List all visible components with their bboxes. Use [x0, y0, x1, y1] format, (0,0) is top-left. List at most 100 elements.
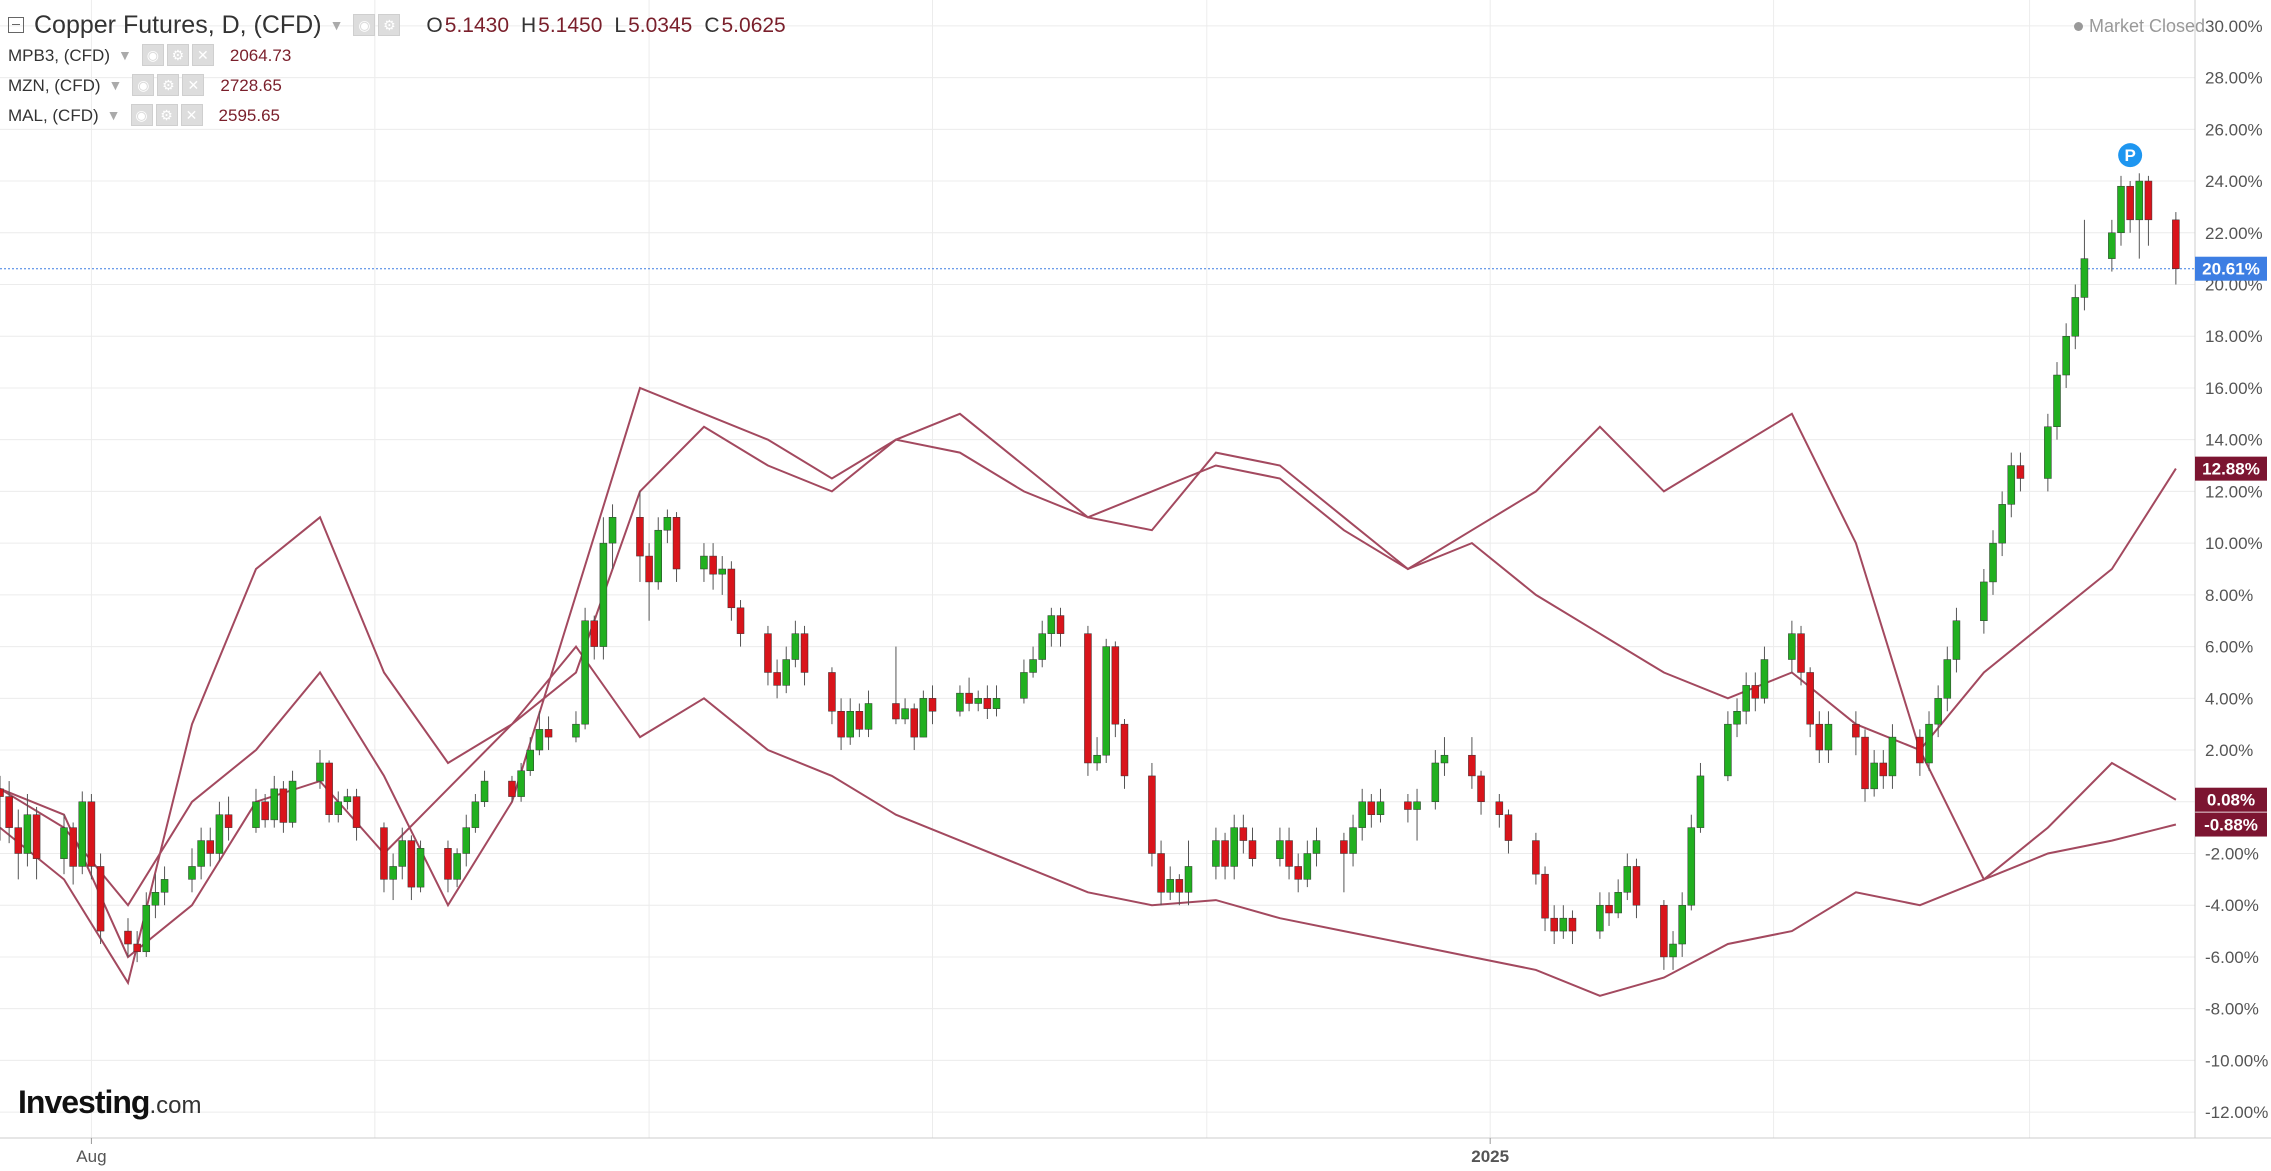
visibility-icon[interactable]: ◉ [132, 74, 155, 96]
close-icon[interactable]: ✕ [182, 74, 205, 96]
visibility-icon[interactable]: ◉ [353, 14, 376, 36]
close-icon[interactable]: ✕ [191, 44, 214, 66]
candle-body [133, 943, 141, 953]
settings-icon[interactable]: ⚙ [157, 74, 180, 96]
candle-body [910, 708, 918, 738]
y-tick-label: -8.00% [2205, 1000, 2259, 1019]
candle-body [508, 780, 516, 797]
candle-body [69, 827, 77, 867]
candle-body [1294, 866, 1302, 880]
event-marker[interactable]: P [2118, 143, 2143, 168]
candle-body [325, 762, 333, 815]
candle-body [398, 840, 407, 867]
chevron-down-icon[interactable]: ▼ [108, 77, 123, 93]
settings-icon[interactable]: ⚙ [155, 104, 178, 126]
compare-series-row-mal: MAL, (CFD) ▼ ◉ ⚙ ✕ 2595.65 [8, 100, 786, 130]
y-tick-label: 16.00% [2205, 379, 2263, 398]
candle-body [773, 672, 781, 686]
visibility-icon[interactable]: ◉ [141, 44, 164, 66]
candle-body [1349, 827, 1357, 854]
y-tick-label: -2.00% [2205, 845, 2259, 864]
candle-body [1550, 917, 1558, 932]
last-value-badge [2195, 256, 2267, 281]
chevron-down-icon[interactable]: ▼ [118, 47, 132, 63]
candle-body [1788, 633, 1796, 660]
x-tick-label: Aug [76, 1147, 106, 1166]
candle-body [1614, 892, 1622, 914]
last-value-label: 12.88% [2202, 460, 2260, 479]
candle-body [764, 633, 772, 673]
y-tick-label: 22.00% [2205, 224, 2263, 243]
candle-body [151, 892, 160, 906]
candle-body [1760, 659, 1769, 699]
candle-body [1413, 801, 1421, 810]
candle-body [654, 529, 662, 583]
last-value-badge [2195, 456, 2267, 481]
candle-body [1157, 853, 1165, 893]
candle-body [2126, 185, 2134, 221]
candle-body [1276, 840, 1284, 859]
last-value-badge [2195, 812, 2267, 837]
candle-body [352, 796, 361, 828]
chevron-down-icon[interactable]: ▼ [329, 17, 344, 33]
candle-body [700, 555, 708, 570]
candle-body [800, 633, 809, 673]
candle-body [517, 770, 525, 797]
compare-series-value: 2728.65 [220, 75, 282, 95]
y-tick-label: -6.00% [2205, 948, 2259, 967]
candle-body [188, 866, 196, 880]
last-value-label: 0.08% [2207, 791, 2255, 810]
candle-body [1148, 775, 1156, 854]
candle-body [1047, 615, 1056, 634]
last-value-label: -0.88% [2204, 816, 2258, 835]
candle-body [1020, 672, 1028, 699]
y-tick-label: -4.00% [2205, 896, 2259, 915]
last-value-label: 20.61% [2202, 260, 2260, 279]
candle-body [142, 904, 151, 953]
compare-series-label: MPB3, (CFD) [8, 45, 110, 65]
candle-body [1102, 646, 1110, 756]
chart-legend: Copper Futures, D, (CFD) ▼ ◉ ⚙ O 5.1430 … [8, 10, 786, 130]
candle-body [2080, 258, 2089, 298]
candle-body [2062, 335, 2070, 376]
collapse-icon[interactable] [8, 17, 24, 33]
candle-body [1175, 879, 1184, 893]
candle-body [197, 840, 205, 867]
candle-body [1212, 840, 1220, 867]
candle-body [956, 692, 964, 712]
candle-body [736, 607, 745, 634]
candle-body [389, 866, 397, 880]
candle-body [1623, 866, 1632, 893]
candle-body [1751, 685, 1760, 699]
settings-icon[interactable]: ⚙ [166, 44, 189, 66]
candle-body [1184, 866, 1193, 893]
market-status-text: Market Closed [2088, 16, 2205, 36]
last-value-badge [2195, 787, 2267, 812]
candle-body [672, 517, 681, 570]
settings-icon[interactable]: ⚙ [378, 14, 401, 36]
series-line [0, 386, 2177, 908]
ohlc-high-value: 5.1450 [538, 13, 603, 37]
candle-body [453, 853, 461, 880]
compare-series-value: 2064.73 [229, 45, 292, 65]
chevron-down-icon[interactable]: ▼ [106, 107, 121, 123]
candle-body [1797, 633, 1805, 673]
candle-body [1742, 685, 1750, 712]
candle-body [224, 814, 233, 828]
brand-logo: Investing .com [18, 1084, 201, 1121]
visibility-icon[interactable]: ◉ [130, 104, 153, 126]
close-icon[interactable]: ✕ [180, 104, 203, 126]
candle-body [1724, 723, 1732, 777]
candle-body [480, 780, 489, 803]
candle-body [1285, 840, 1293, 867]
ohlc-open-value: 5.1430 [444, 13, 509, 37]
candle-body [919, 698, 928, 738]
candle-body [1532, 840, 1540, 875]
candle-body [471, 801, 480, 828]
candle-body [572, 723, 580, 738]
ohlc-close-value: 5.0625 [721, 13, 786, 37]
candle-body [5, 796, 13, 828]
candle-body [965, 692, 973, 704]
